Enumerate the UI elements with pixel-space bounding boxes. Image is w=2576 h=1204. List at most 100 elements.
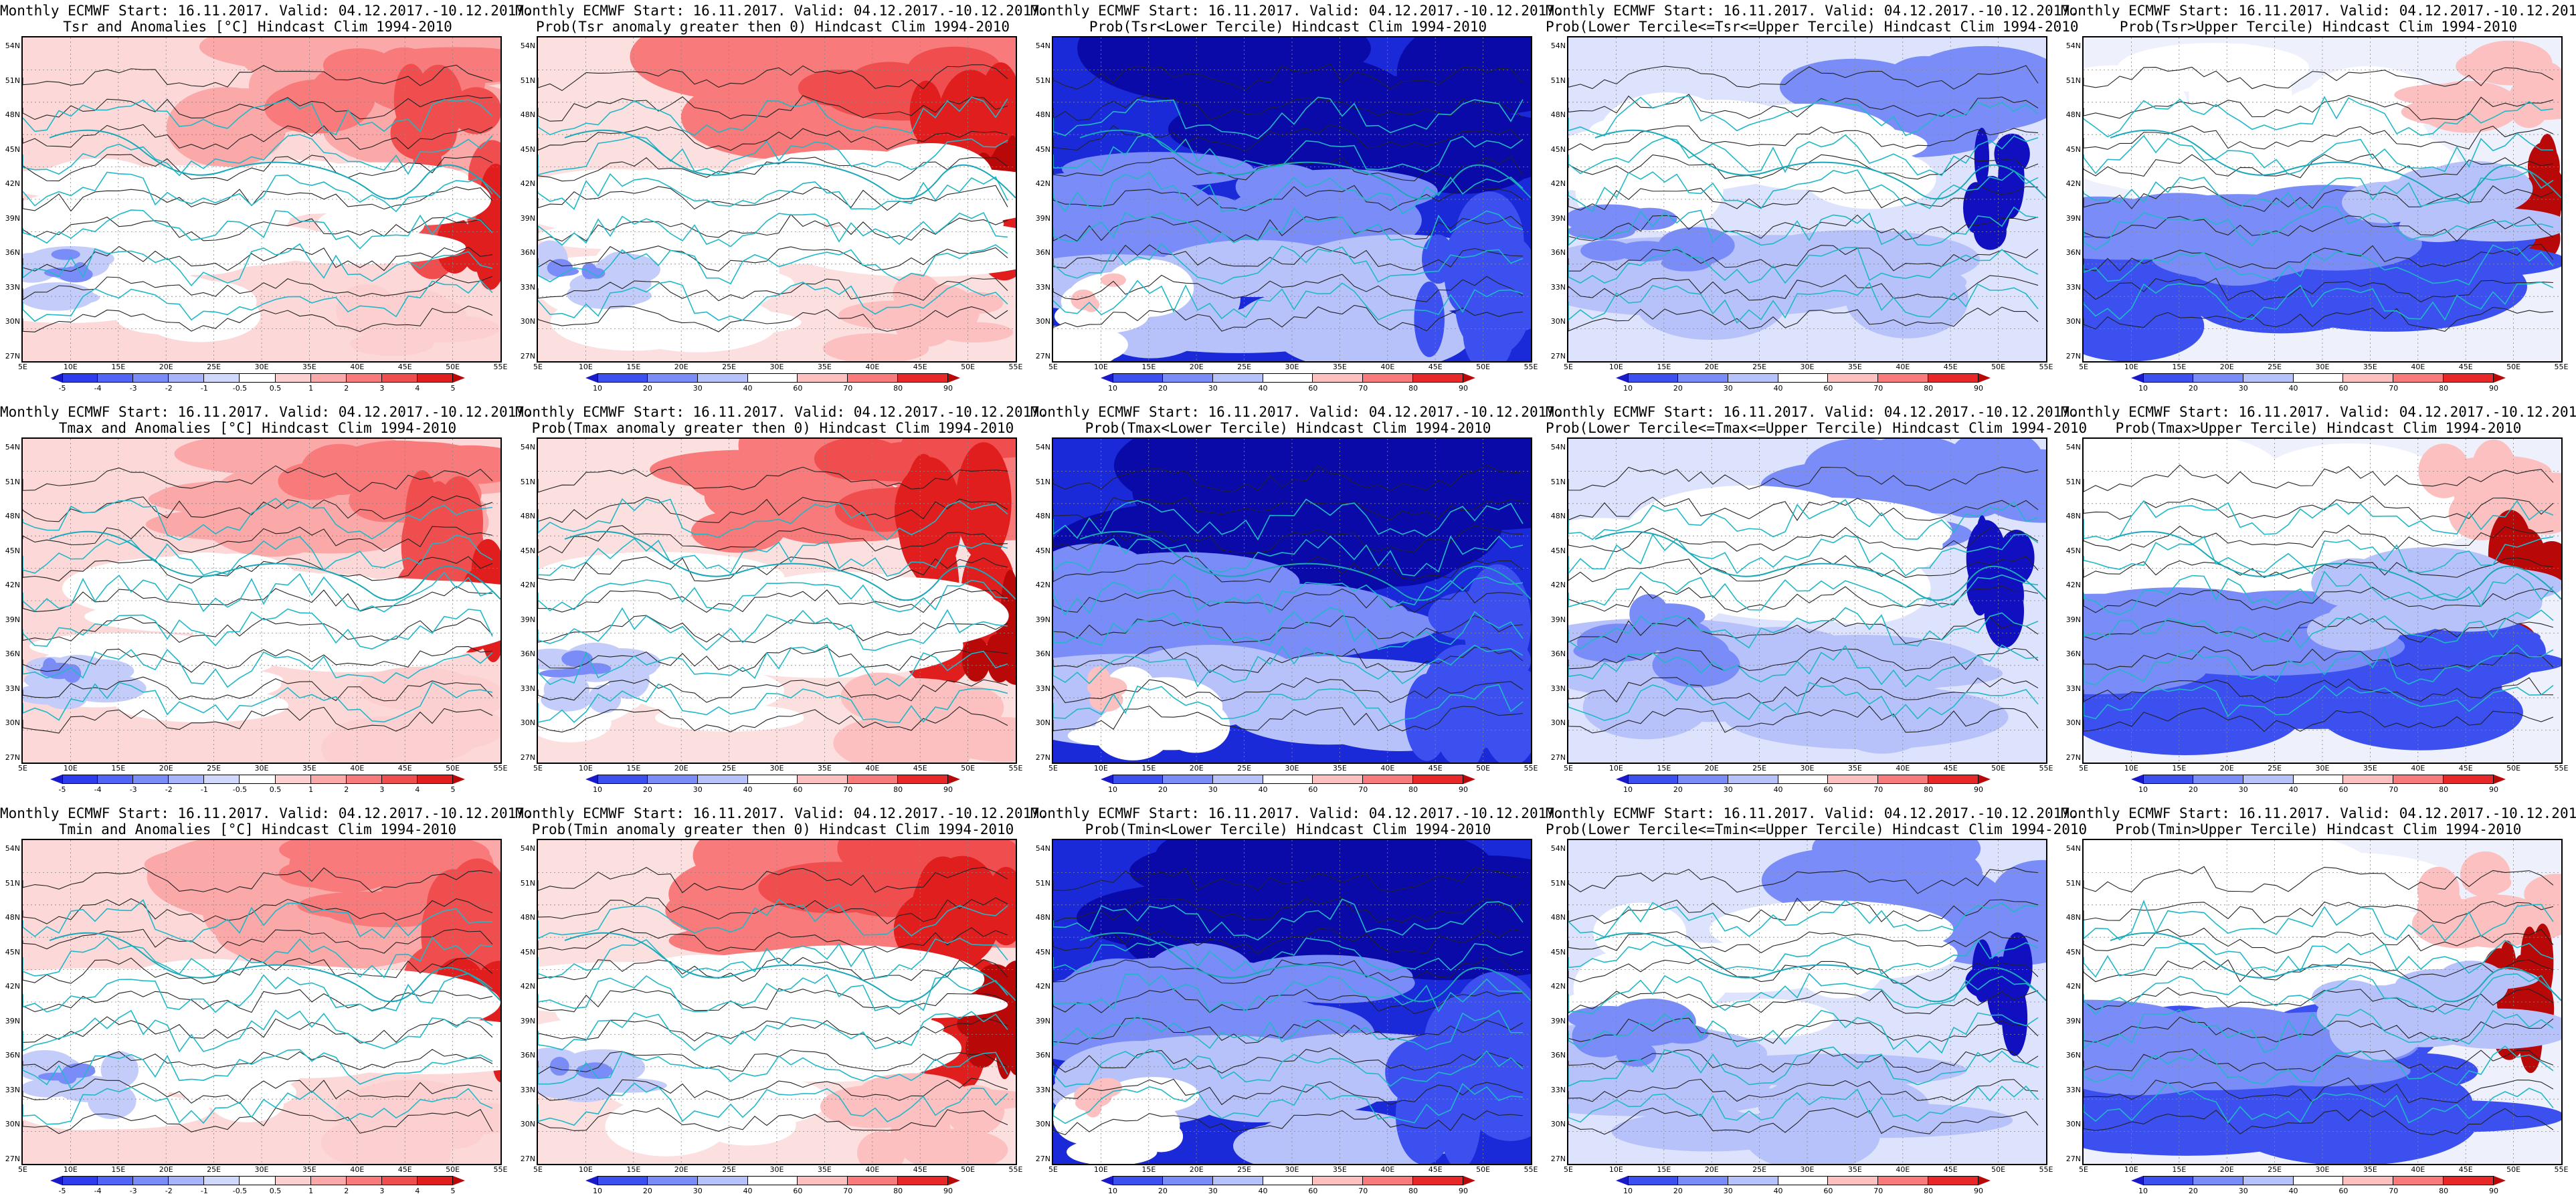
- colorbar-right-arrow: [948, 1176, 960, 1185]
- panel-header: Monthly ECMWF Start: 16.11.2017. Valid: …: [515, 404, 1048, 420]
- latitude-label: 51N: [1035, 878, 1050, 888]
- longitude-label: 5E: [1564, 764, 1573, 773]
- colorbar-right-arrow: [453, 775, 465, 784]
- colorbar-segment: [898, 775, 948, 784]
- colorbar-segment: [1878, 775, 1929, 784]
- forecast-panel: Monthly ECMWF Start: 16.11.2017. Valid: …: [0, 0, 533, 401]
- colorbar-tick-label: 20: [1158, 384, 1168, 393]
- colorbar-tick-label: 30: [1208, 1187, 1218, 1195]
- colorbar-segment: [2293, 775, 2344, 784]
- longitude-label: 5E: [1048, 764, 1058, 773]
- longitude-label: 50E: [961, 1165, 976, 1174]
- colorbar-tick-label: 10: [1108, 384, 1117, 393]
- panel-title: Prob(Tmin>Upper Tercile) Hindcast Clim 1…: [2115, 821, 2522, 837]
- latitude-label: 27N: [1550, 753, 1566, 762]
- colorbar-tick-label: -3: [129, 1187, 137, 1195]
- colorbar-segment: [1628, 775, 1678, 784]
- latitude-label: 48N: [1550, 913, 1566, 922]
- latitude-label: 36N: [5, 649, 20, 659]
- longitude-label: 50E: [1476, 1165, 1491, 1174]
- latitude-label: 30N: [1035, 317, 1050, 326]
- map-canvas: [1568, 439, 2046, 763]
- panel-header: Monthly ECMWF Start: 16.11.2017. Valid: …: [1030, 3, 1564, 19]
- latitude-label: 45N: [1550, 546, 1566, 555]
- colorbar-segment: [2143, 1176, 2193, 1185]
- latitude-label: 36N: [2065, 248, 2081, 258]
- colorbar-tick-label: 4: [415, 785, 420, 794]
- colorbar-segment: [2143, 373, 2193, 383]
- longitude-label: 5E: [18, 363, 27, 371]
- colorbar-tick-label: 40: [2288, 384, 2298, 393]
- map-canvas: [1053, 37, 1531, 361]
- longitude-label: 50E: [1476, 764, 1491, 773]
- colorbar-segment: [647, 1176, 698, 1185]
- colorbar-left-arrow: [585, 1176, 597, 1185]
- colorbar-left-arrow: [50, 373, 62, 383]
- longitude-label: 25E: [207, 764, 221, 773]
- colorbar-segment: [417, 1176, 453, 1185]
- map-canvas: [1053, 840, 1531, 1164]
- forecast-panel: Monthly ECMWF Start: 16.11.2017. Valid: …: [1030, 401, 1564, 803]
- latitude-label: 36N: [2065, 649, 2081, 659]
- longitude-label: 55E: [2039, 1165, 2053, 1174]
- colorbar-tick-label: 80: [1924, 384, 1934, 393]
- colorbar-tick-label: 20: [1158, 785, 1168, 794]
- colorbar-tick-label: -2: [165, 785, 173, 794]
- colorbar-tick-label: -0.5: [232, 1187, 248, 1195]
- latitude-label: 51N: [1550, 76, 1566, 85]
- colorbar-segment: [1313, 775, 1364, 784]
- longitude-label: 50E: [446, 1165, 460, 1174]
- coastline: [1594, 129, 2046, 200]
- longitude-label: 30E: [769, 1165, 784, 1174]
- longitude-label: 10E: [1608, 1165, 1623, 1174]
- colorbar-segment: [1263, 775, 1313, 784]
- longitude-label: 10E: [2124, 363, 2138, 371]
- longitude-label: 40E: [1896, 363, 1910, 371]
- forecast-panel: Monthly ECMWF Start: 16.11.2017. Valid: …: [0, 803, 533, 1204]
- latitude-label: 30N: [520, 317, 535, 326]
- latitude-label: 54N: [520, 443, 535, 452]
- colorbar-segment: [310, 1176, 347, 1185]
- latitude-label: 30N: [1035, 718, 1050, 728]
- colorbar-tick-label: 2: [344, 1187, 349, 1195]
- colorbar-tick-label: 20: [1673, 384, 1683, 393]
- colorbar-segment: [417, 373, 453, 383]
- longitude-label: 30E: [1285, 363, 1299, 371]
- colorbar-segment: [848, 775, 899, 784]
- coastline: [1079, 932, 1531, 1003]
- forecast-panel: Monthly ECMWF Start: 16.11.2017. Valid: …: [1546, 803, 2087, 1204]
- colorbar-segment: [597, 1176, 648, 1185]
- colorbar-right-arrow: [2494, 373, 2506, 383]
- latitude-label: 33N: [520, 1085, 535, 1094]
- forecast-panel: Monthly ECMWF Start: 16.11.2017. Valid: …: [515, 401, 1048, 803]
- colorbar-tick-label: 10: [2138, 785, 2148, 794]
- colorbar-tick-label: 20: [1673, 785, 1683, 794]
- latitude-label: 39N: [1550, 615, 1566, 624]
- latitude-label: 36N: [520, 649, 535, 659]
- colorbar-tick-label: 20: [642, 785, 652, 794]
- colorbar-segment: [2393, 1176, 2444, 1185]
- latitude-label: 39N: [1035, 213, 1050, 223]
- colorbar-segment: [1313, 1176, 1364, 1185]
- latitude-label: 27N: [1035, 1155, 1050, 1163]
- coastline: [1079, 129, 1531, 200]
- colorbar-tick-label: 0.5: [269, 785, 282, 794]
- forecast-map: [2082, 839, 2563, 1165]
- latitude-label: 33N: [5, 1085, 20, 1094]
- latitude-label: 51N: [1550, 477, 1566, 486]
- latitude-label: 27N: [520, 753, 535, 762]
- latitude-label: 51N: [520, 878, 535, 888]
- colorbar-tick-label: -3: [129, 785, 137, 794]
- colorbar-segment: [1828, 1176, 1879, 1185]
- forecast-map: [537, 437, 1017, 764]
- colorbar-segment: [204, 1176, 240, 1185]
- longitude-label: 35E: [817, 1165, 832, 1174]
- colorbar-tick-label: -4: [94, 785, 102, 794]
- colorbar-segment: [597, 373, 648, 383]
- longitude-label: 50E: [446, 764, 460, 773]
- forecast-panel: Monthly ECMWF Start: 16.11.2017. Valid: …: [2061, 803, 2576, 1204]
- colorbar-tick-label: 60: [1823, 1187, 1833, 1195]
- colorbar-tick-label: 40: [1773, 785, 1783, 794]
- latitude-label: 30N: [2065, 718, 2081, 728]
- colorbar-segment: [1628, 1176, 1678, 1185]
